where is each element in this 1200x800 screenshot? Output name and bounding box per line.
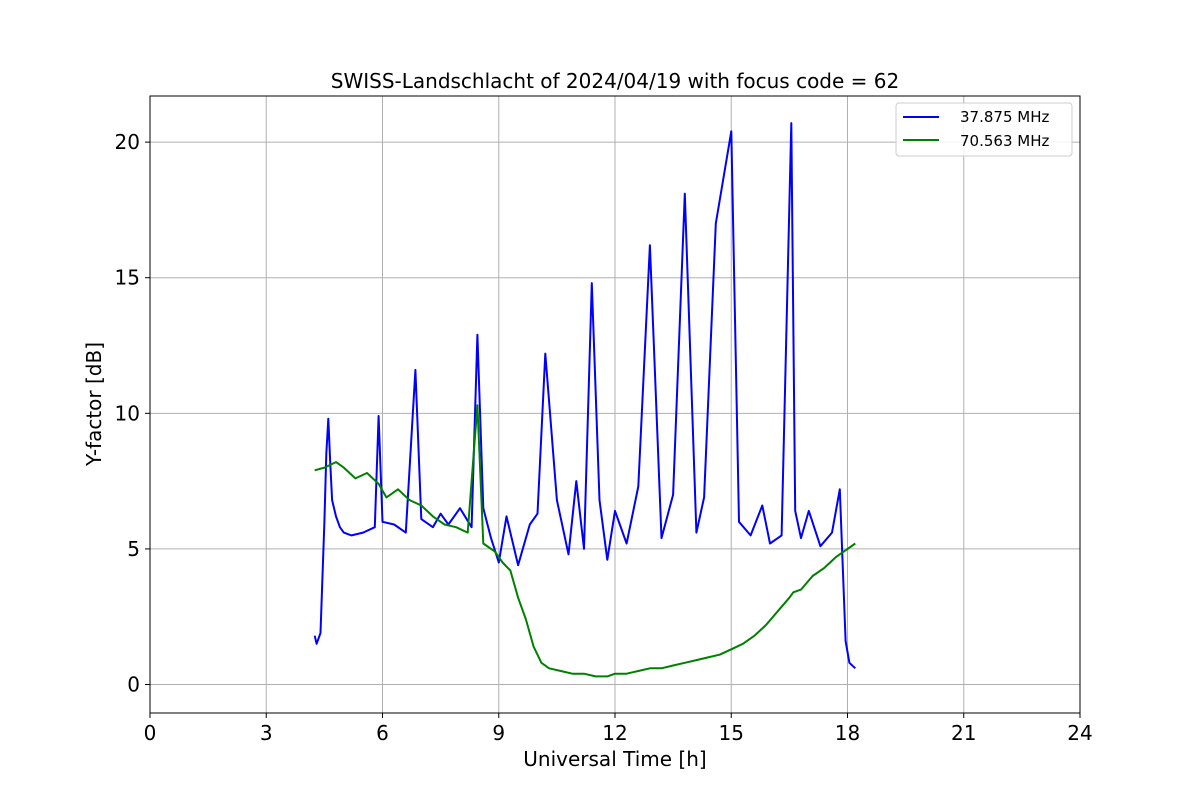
chart-title: SWISS-Landschlacht of 2024/04/19 with fo… (331, 69, 899, 93)
x-tick-label: 0 (144, 721, 157, 745)
x-tick-label: 12 (602, 721, 627, 745)
legend: 37.875 MHz 70.563 MHz (895, 102, 1073, 157)
y-axis-label: Y-factor [dB] (82, 342, 106, 467)
x-tick-label: 24 (1067, 721, 1092, 745)
x-axis-label: Universal Time [h] (523, 747, 706, 771)
legend-box (895, 102, 1073, 157)
y-axis: 0 5 10 15 20 (115, 130, 150, 697)
series-line-0 (313, 122, 856, 670)
y-tick-label: 20 (115, 130, 140, 154)
y-tick-label: 5 (127, 537, 140, 561)
y-tick-label: 0 (127, 673, 140, 697)
legend-label: 70.563 MHz (960, 132, 1049, 150)
legend-label: 37.875 MHz (960, 108, 1049, 126)
x-tick-label: 21 (951, 721, 976, 745)
series-line-1 (314, 404, 856, 678)
x-tick-label: 18 (835, 721, 860, 745)
series-layer (313, 122, 856, 678)
y-tick-label: 10 (115, 401, 140, 425)
x-tick-label: 15 (719, 721, 744, 745)
y-tick-label: 15 (115, 266, 140, 290)
x-axis: 0 3 6 9 12 15 18 21 24 (144, 713, 1093, 745)
x-tick-label: 3 (260, 721, 273, 745)
x-tick-label: 9 (492, 721, 505, 745)
x-tick-label: 6 (376, 721, 389, 745)
